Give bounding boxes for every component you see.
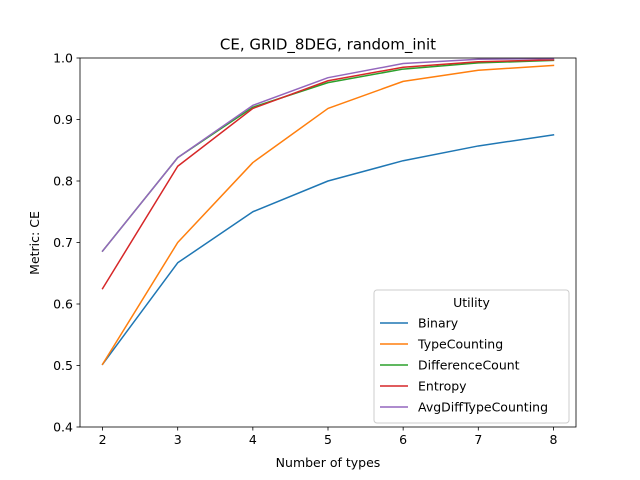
y-tick-label: 0.5 [53,358,73,373]
legend-title: Utility [453,295,490,310]
x-tick-label: 7 [474,432,482,447]
y-axis-label: Metric: CE [27,211,42,275]
legend-label-typecounting: TypeCounting [417,337,503,352]
legend-box [373,289,570,424]
series-line-typecounting [101,64,555,366]
legend-label-differencecount: DifferenceCount [418,358,520,373]
y-tick-label: 0.8 [53,174,73,189]
legend-label-binary: Binary [418,316,459,331]
y-tick-label: 0.6 [53,297,73,312]
legend-label-avgdifftypecounting: AvgDiffTypeCounting [418,400,548,415]
series-line-entropy [101,59,555,290]
series-line-avgdifftypecounting [101,57,555,253]
x-axis-label: Number of types [276,455,381,470]
chart-title: CE, GRID_8DEG, random_init [220,36,436,55]
y-tick-label: 0.7 [53,235,73,250]
legend: Utility Binary TypeCounting DifferenceCount… [373,289,570,424]
legend-label-entropy: Entropy [418,379,467,394]
series-line-binary [101,134,555,366]
x-tick-label: 2 [99,432,107,447]
y-tick-label: 0.9 [53,112,73,127]
x-tick-label: 6 [399,432,407,447]
y-tick-label: 0.4 [53,420,73,435]
x-tick-label: 4 [249,432,257,447]
x-tick-label: 3 [174,432,182,447]
x-tick-label: 5 [324,432,332,447]
y-tick-label: 1.0 [53,51,73,66]
plot-area: 2 3 4 5 6 7 8 0.4 0.5 0.6 0.7 0.8 0.9 1.0 [53,51,577,447]
x-tick-label: 8 [549,432,557,447]
series-line-differencecount [101,59,555,253]
